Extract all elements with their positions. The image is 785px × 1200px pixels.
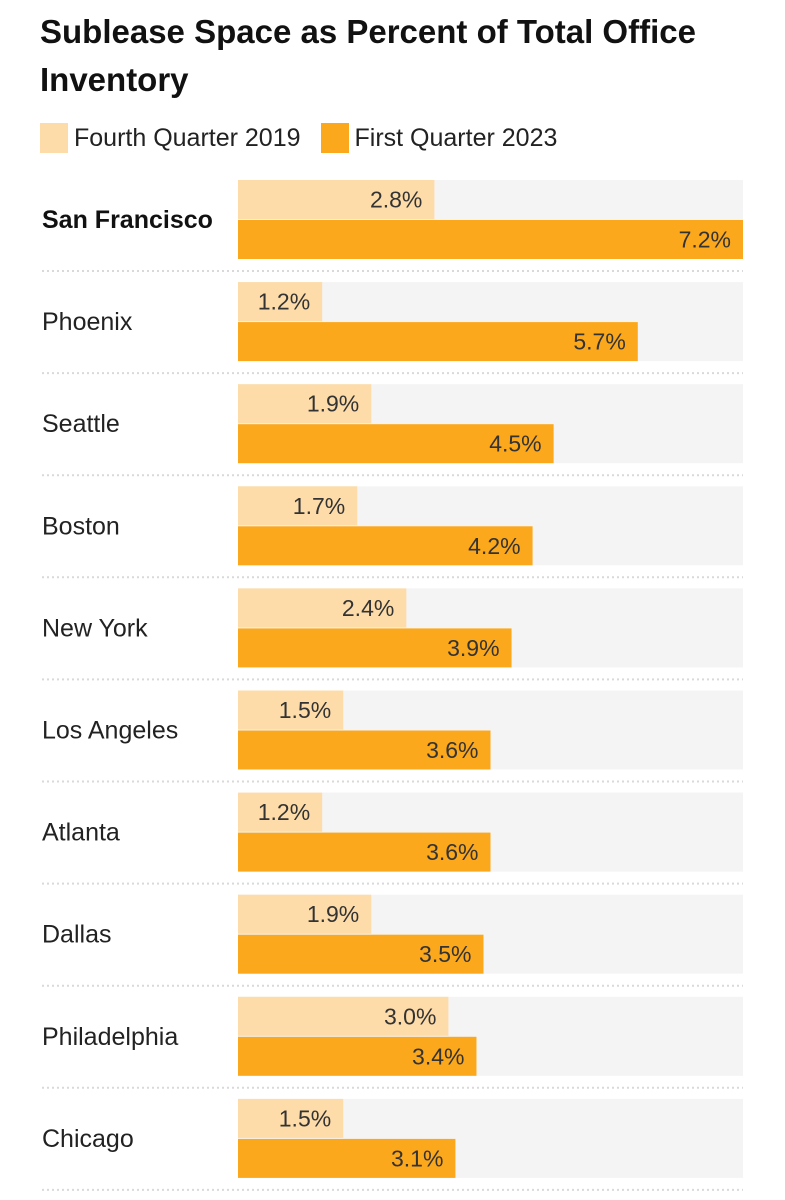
bar-los-angeles-q1-2023 [238,730,491,770]
bar-chicago-q4-2019 [238,1098,344,1138]
bar-atlanta-q4-2019 [238,792,323,832]
value-label-san-francisco-q1-2023: 7.2% [679,227,731,253]
bar-boston-q4-2019 [238,486,358,526]
category-label-los-angeles: Los Angeles [42,717,178,745]
value-label-san-francisco-q4-2019: 2.8% [370,187,422,213]
category-label-dallas: Dallas [42,921,111,949]
bar-philadelphia-q4-2019 [238,996,449,1036]
bar-new-york-q1-2023 [238,628,512,668]
bar-dallas-q4-2019 [238,894,372,934]
value-label-boston-q4-2019: 1.7% [293,493,345,519]
bar-los-angeles-q4-2019 [238,690,344,730]
category-label-phoenix: Phoenix [42,308,133,336]
bar-philadelphia-q1-2023 [238,1036,477,1076]
chart-title: Sublease Space as Percent of Total Offic… [40,13,696,98]
bar-chicago-q1-2023 [238,1138,456,1178]
value-label-new-york-q1-2023: 3.9% [447,635,499,661]
category-label-philadelphia: Philadelphia [42,1023,178,1051]
legend-label-q4-2019: Fourth Quarter 2019 [74,123,301,152]
value-label-dallas-q1-2023: 3.5% [419,941,471,967]
bar-boston-q1-2023 [238,526,533,566]
bar-seattle-q4-2019 [238,384,372,424]
value-label-chicago-q1-2023: 3.1% [391,1145,443,1171]
category-label-new-york: New York [42,614,148,642]
bar-phoenix-q4-2019 [238,282,323,322]
chart-legend: Fourth Quarter 2019 First Quarter 2023 [40,118,577,158]
bar-phoenix-q1-2023 [238,322,638,362]
bar-seattle-q1-2023 [238,424,554,464]
bar-new-york-q4-2019 [238,588,407,628]
bar-atlanta-q1-2023 [238,832,491,872]
value-label-los-angeles-q4-2019: 1.5% [279,697,331,723]
value-label-seattle-q4-2019: 1.9% [307,391,359,417]
value-label-chicago-q4-2019: 1.5% [279,1105,331,1131]
value-label-phoenix-q1-2023: 5.7% [573,329,625,355]
bar-dallas-q1-2023 [238,934,484,974]
value-label-atlanta-q1-2023: 3.6% [426,839,478,865]
value-label-atlanta-q4-2019: 1.2% [258,799,310,825]
bar-san-francisco-q1-2023 [238,220,743,259]
category-label-chicago: Chicago [42,1125,134,1153]
legend-label-q1-2023: First Quarter 2023 [354,123,558,152]
category-label-boston: Boston [42,512,120,540]
legend-item-q1-2023: First Quarter 2023 [320,123,558,153]
bar-san-francisco-q4-2019 [238,180,435,219]
category-label-san-francisco: San Francisco [42,206,213,234]
category-label-seattle: Seattle [42,410,120,438]
value-label-philadelphia-q4-2019: 3.0% [384,1003,436,1029]
value-label-seattle-q1-2023: 4.5% [489,431,541,457]
legend-swatch-q4-2019 [40,123,68,153]
legend-item-q4-2019: Fourth Quarter 2019 [40,123,301,153]
legend-swatch-q1-2023 [320,123,349,153]
value-label-new-york-q4-2019: 2.4% [342,595,394,621]
value-label-boston-q1-2023: 4.2% [468,533,520,559]
value-label-dallas-q4-2019: 1.9% [307,901,359,927]
value-label-los-angeles-q1-2023: 3.6% [426,737,478,763]
value-label-philadelphia-q1-2023: 3.4% [412,1043,464,1069]
value-label-phoenix-q4-2019: 1.2% [258,289,310,315]
category-label-atlanta: Atlanta [42,819,120,847]
